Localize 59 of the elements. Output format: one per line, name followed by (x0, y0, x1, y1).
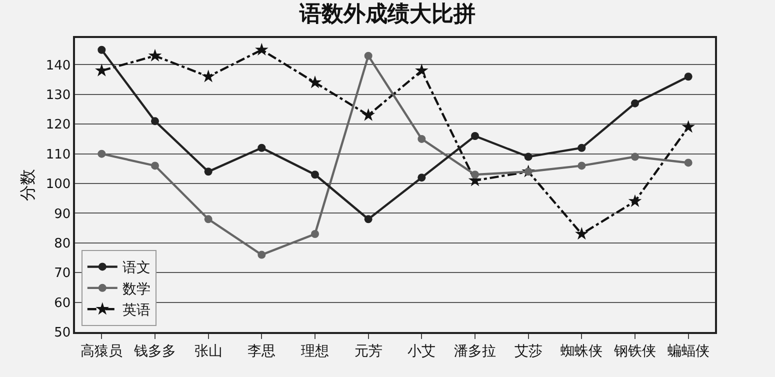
y-tick-label: 120 (46, 118, 71, 133)
point (98, 46, 106, 54)
y-axis-title: 分数 (18, 169, 38, 201)
x-tick-label: 高猿员 (80, 344, 123, 360)
x-tick-label: 蝙蝠侠 (667, 344, 710, 360)
x-tick-label: 李思 (248, 344, 276, 360)
x-tick-label: 蜘蛛侠 (560, 344, 603, 360)
point (148, 48, 162, 62)
x-tick-label: 艾莎 (514, 344, 542, 360)
point (684, 72, 692, 81)
point (631, 99, 639, 108)
point (364, 52, 372, 60)
y-tick-label: 110 (46, 147, 71, 162)
x-tick-label: 钱多多 (133, 344, 176, 360)
legend-label: 数学 (122, 281, 150, 298)
point (258, 144, 266, 152)
point (98, 150, 106, 158)
point (258, 250, 266, 259)
x-tick-label: 张山 (194, 344, 222, 360)
point (204, 215, 212, 224)
x-tick-label: 小艾 (408, 344, 436, 360)
point (311, 230, 319, 238)
x-tick-label: 钢铁侠 (613, 344, 656, 360)
y-tick-label: 90 (54, 206, 71, 222)
y-tick-label: 50 (54, 326, 71, 341)
y-tick-label: 80 (54, 236, 71, 252)
point (578, 144, 586, 152)
y-tick-label: 100 (46, 177, 71, 192)
point (362, 108, 375, 121)
point (255, 42, 268, 56)
point (682, 120, 695, 133)
y-tick-label: 70 (54, 266, 71, 282)
point (415, 64, 428, 76)
point (311, 170, 319, 179)
point (471, 132, 479, 140)
point (364, 215, 372, 224)
y-tick-label: 140 (46, 58, 71, 74)
point (308, 76, 322, 88)
x-tick-label: 潘多拉 (454, 344, 496, 360)
point (204, 168, 212, 176)
point (471, 170, 479, 179)
point (418, 174, 426, 182)
chart-title: 语数外成绩大比拼 (298, 2, 476, 28)
legend-label: 英语 (122, 302, 150, 319)
point (202, 70, 215, 82)
point (524, 152, 532, 161)
point (151, 162, 159, 170)
point (631, 152, 639, 161)
x-tick-label: 元芳 (354, 344, 382, 360)
point (578, 162, 586, 170)
point (151, 117, 159, 126)
point (575, 227, 588, 240)
point (628, 194, 642, 207)
x-tick-label: 理想 (301, 344, 329, 360)
legend-label: 语文 (122, 260, 150, 276)
point (684, 158, 692, 167)
point (418, 134, 426, 143)
y-tick-label: 60 (54, 296, 71, 311)
y-tick-label: 130 (46, 88, 71, 103)
